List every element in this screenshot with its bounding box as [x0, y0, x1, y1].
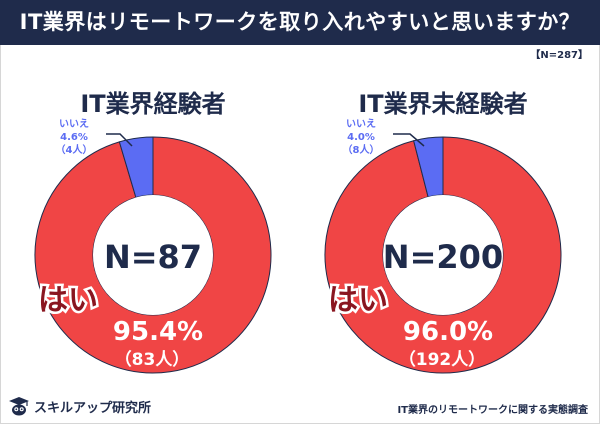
center-label: N=87: [104, 238, 202, 276]
survey-source: IT業界のリモートワークに関する実態調査: [397, 405, 588, 416]
callout-line: [106, 133, 133, 147]
yes-percent: 95.4%: [113, 317, 203, 347]
yes-count: （83人）: [115, 349, 190, 370]
donut-hole: [383, 195, 503, 315]
header-bar: IT業界はリモートワークを取り入れやすいと思いますか？: [0, 0, 600, 45]
chart-experienced: IT業界経験者 N=87 いいえ 4.6% （4人） はい 95.4% （83人…: [34, 90, 272, 374]
yes-percent: 96.0%: [403, 317, 493, 347]
no-percent: 4.0%: [347, 132, 375, 143]
page-title: IT業界はリモートワークを取り入れやすいと思いますか？: [19, 10, 581, 34]
chart-title: IT業界未経験者: [358, 90, 527, 118]
yes-count: （192人）: [399, 349, 486, 370]
chart-inexperienced: IT業界未経験者 N=200 いいえ 4.0% （8人） はい 96.0% （1…: [324, 90, 562, 374]
yes-label: はい: [328, 283, 388, 318]
no-count: （8人）: [343, 143, 380, 156]
center-label: N=200: [383, 238, 503, 276]
no-label: いいえ: [346, 118, 376, 130]
callout-line: [393, 133, 425, 147]
no-count: （4人）: [56, 143, 93, 156]
brand-name: スキルアップ研究所: [34, 400, 152, 416]
yes-label: はい: [38, 283, 98, 318]
no-label: いいえ: [59, 118, 89, 130]
donut-hole: [93, 195, 213, 315]
brand-logo: スキルアップ研究所: [8, 396, 151, 416]
graduation-cap-owl-icon: [9, 397, 29, 416]
no-percent: 4.6%: [60, 132, 88, 143]
chart-title: IT業界経験者: [80, 90, 225, 118]
sample-size-note: 【N=287】: [530, 50, 588, 61]
